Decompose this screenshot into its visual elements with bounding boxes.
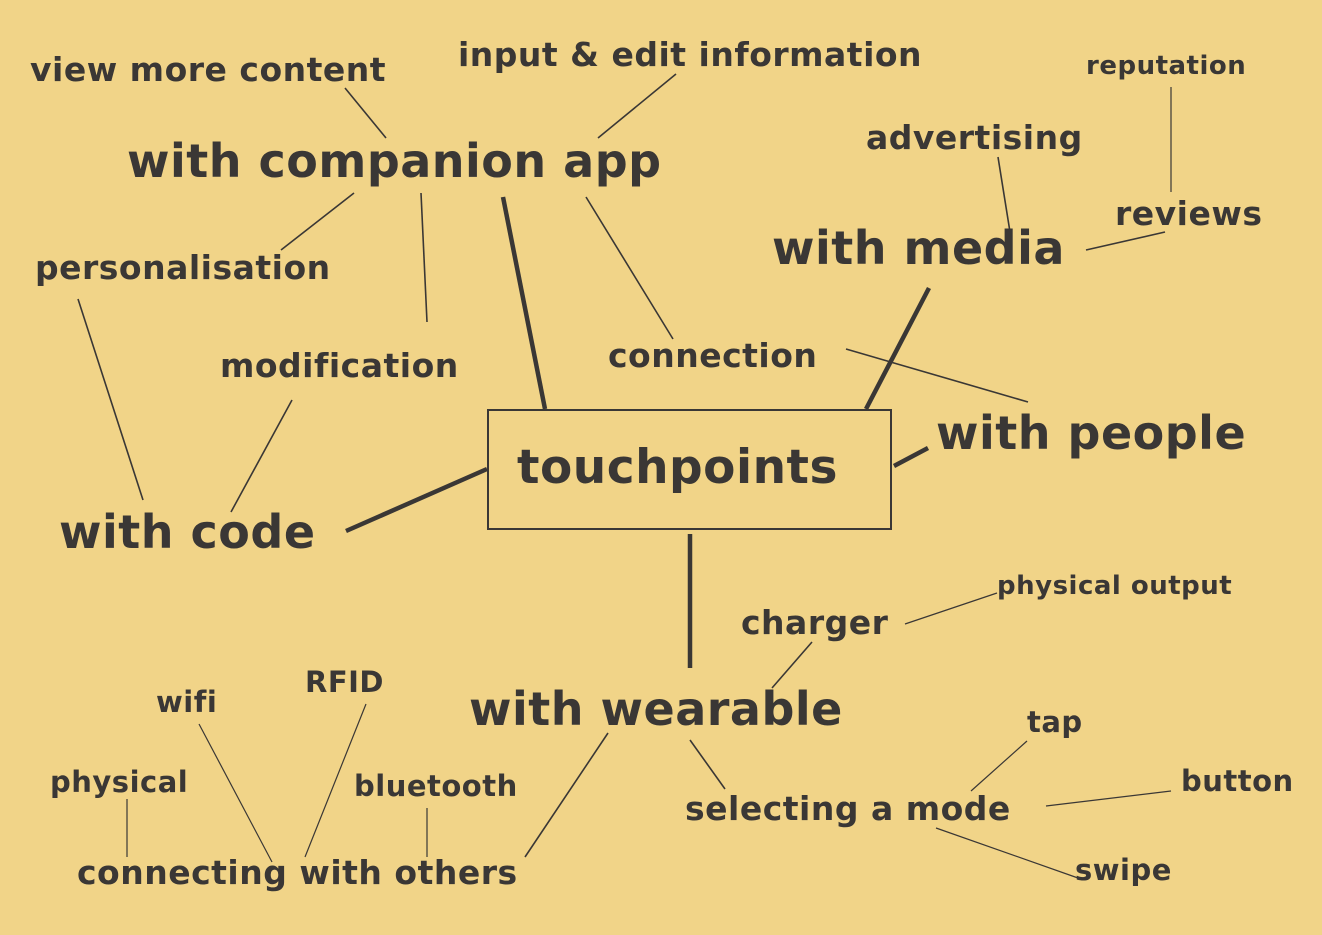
node-button: button xyxy=(1181,764,1294,798)
node-tap: tap xyxy=(1027,705,1083,739)
edge-companion-view-more xyxy=(344,87,387,139)
node-reviews: reviews xyxy=(1115,194,1263,233)
node-reputation: reputation xyxy=(1086,51,1247,81)
node-with-people: with people xyxy=(936,406,1247,460)
center-node-box xyxy=(487,409,892,530)
edge-center-code xyxy=(345,466,488,534)
edge-media-advertising xyxy=(997,156,1011,233)
node-swipe: swipe xyxy=(1075,853,1172,887)
edge-code-modification xyxy=(230,399,293,513)
edge-companion-input-edit xyxy=(597,73,677,139)
node-bluetooth: bluetooth xyxy=(354,769,518,803)
node-input-edit-information: input & edit information xyxy=(458,35,923,74)
edge-companion-modification xyxy=(420,192,428,323)
node-modification: modification xyxy=(220,346,459,385)
node-physical-output: physical output xyxy=(997,571,1233,601)
node-personalisation: personalisation xyxy=(35,248,331,287)
node-view-more-content: view more content xyxy=(30,50,387,89)
node-with-companion-app: with companion app xyxy=(127,134,662,188)
edge-connection-people xyxy=(845,348,1029,403)
edge-center-media xyxy=(864,286,931,411)
edge-mode-tap xyxy=(970,740,1028,792)
edge-wearable-charger xyxy=(771,641,813,689)
node-with-wearable: with wearable xyxy=(469,682,843,736)
edge-wearable-connecting xyxy=(524,732,609,858)
edge-charger-physical-output xyxy=(904,592,998,625)
node-connection: connection xyxy=(608,336,818,375)
node-selecting-a-mode: selecting a mode xyxy=(685,789,1011,828)
node-wifi: wifi xyxy=(156,685,218,719)
edge-wearable-selecting-mode xyxy=(689,739,726,790)
edge-code-personalisation xyxy=(77,298,144,501)
node-charger: charger xyxy=(741,603,889,642)
edge-companion-connection xyxy=(585,196,674,340)
node-advertising: advertising xyxy=(866,118,1083,157)
edge-media-reviews xyxy=(1085,231,1166,251)
edge-center-people xyxy=(892,446,930,468)
node-with-media: with media xyxy=(772,221,1065,275)
edge-companion-personalisation xyxy=(280,192,355,251)
edge-center-companion-app xyxy=(500,196,548,410)
edge-mode-swipe xyxy=(935,827,1079,879)
center-node-label: touchpoints xyxy=(517,440,838,495)
node-connecting-with-others: connecting with others xyxy=(77,853,518,892)
node-with-code: with code xyxy=(59,505,316,559)
edge-connecting-rfid xyxy=(304,703,367,858)
node-physical: physical xyxy=(50,765,189,799)
node-rfid: RFID xyxy=(305,665,385,699)
edge-connecting-wifi xyxy=(198,723,273,863)
edge-mode-button xyxy=(1045,790,1172,807)
